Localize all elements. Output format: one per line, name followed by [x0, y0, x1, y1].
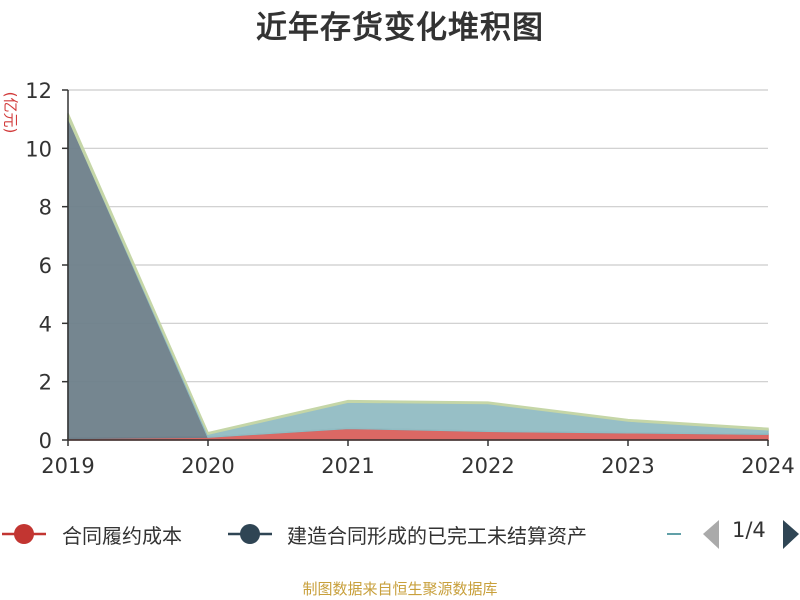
grid-lines — [68, 89, 768, 383]
legend-item-contract-cost[interactable]: 合同履约成本 — [62, 515, 182, 553]
area-series — [67, 113, 769, 441]
y-tick-label: 12 — [25, 79, 52, 103]
y-tick-label: 6 — [39, 254, 52, 278]
x-tick-labels: 2019 2020 2021 2022 2023 2024 — [41, 440, 795, 478]
legend-page-indicator: 1/4 — [732, 518, 766, 542]
x-tick-label: 2021 — [321, 454, 374, 478]
legend-label-construction-assets: 建造合同形成的已完工未结算资产 — [287, 523, 587, 548]
x-tick-label: 2019 — [41, 454, 94, 478]
x-tick-label: 2023 — [601, 454, 654, 478]
area-series-1 — [67, 117, 769, 440]
footer-source: 制图数据来自恒生聚源数据库 — [302, 580, 498, 598]
x-tick-label: 2022 — [461, 454, 514, 478]
y-tick-label: 10 — [25, 137, 52, 161]
legend-prev-arrow-icon[interactable] — [703, 520, 719, 549]
y-tick-label: 2 — [39, 371, 52, 395]
y-tick-labels: 0 2 4 6 8 10 12 — [25, 79, 68, 453]
legend-marker-dot — [240, 524, 260, 544]
legend-label-contract-cost: 合同履约成本 — [62, 523, 182, 548]
area-series-3 — [67, 113, 769, 436]
legend: 合同履约成本 建造合同形成的已完工未结算资产 — [0, 515, 800, 555]
x-tick-label: 2024 — [741, 454, 794, 478]
y-tick-label: 0 — [39, 429, 52, 453]
y-tick-label: 4 — [39, 312, 52, 336]
legend-marker-dot — [14, 524, 34, 544]
legend-markers — [2, 520, 799, 549]
chart-title: 近年存货变化堆积图 — [256, 10, 544, 46]
legend-item-construction-assets[interactable]: 建造合同形成的已完工未结算资产 — [287, 515, 587, 553]
x-tick-label: 2020 — [181, 454, 234, 478]
legend-next-arrow-icon[interactable] — [783, 520, 799, 549]
y-tick-label: 8 — [39, 196, 52, 220]
